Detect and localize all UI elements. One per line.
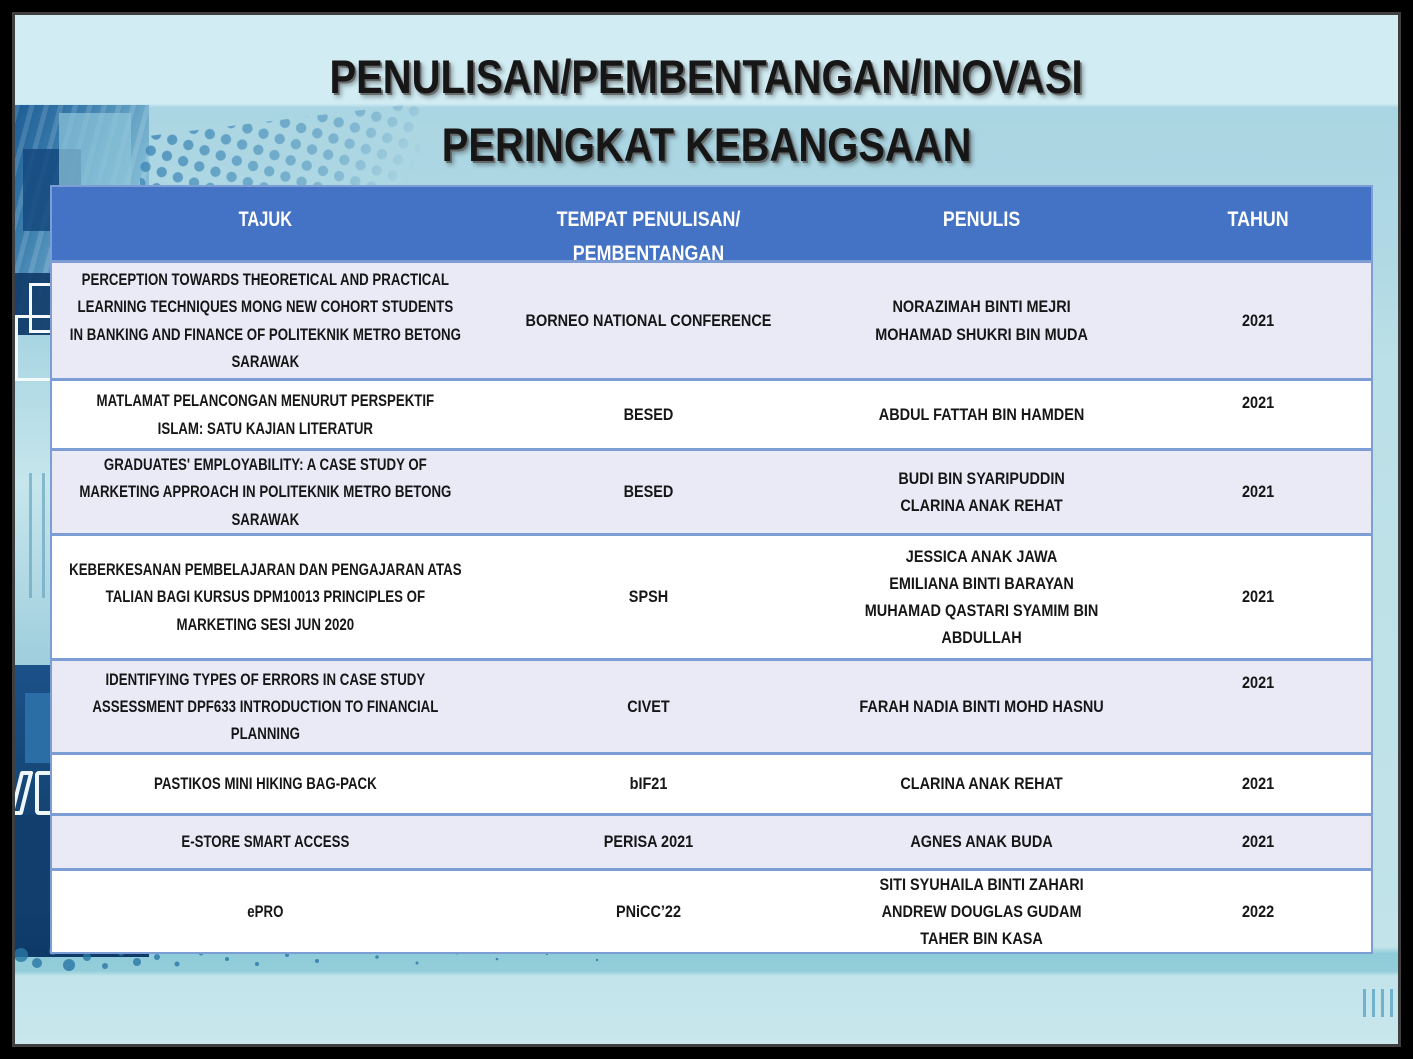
cell-penulis: JESSICA ANAK JAWA EMILIANA BINTI BARAYAN… [864, 546, 1099, 648]
cell-tajuk: IDENTIFYING TYPES OF ERRORS IN CASE STUD… [92, 669, 439, 744]
header-penulis: PENULIS [942, 208, 1020, 231]
cell-tempat: BESED [623, 404, 674, 424]
cell-tahun: 2021 [1241, 482, 1274, 502]
cell-tahun: 2021 [1241, 673, 1274, 692]
cell-tempat: PERISA 2021 [603, 832, 693, 852]
table-row: E-STORE SMART ACCESS PERISA 2021 AGNES A… [52, 813, 1371, 868]
publications-table: TAJUK TEMPAT PENULISAN/ PEMBENTANGAN PEN… [50, 185, 1373, 954]
cell-tahun: 2021 [1241, 310, 1274, 330]
cell-tempat: BESED [623, 482, 674, 502]
slide: PENULISAN/PEMBENTANGAN/INOVASI PERINGKAT… [12, 12, 1401, 1047]
digit-glyph [15, 771, 34, 815]
cell-tempat: bIF21 [629, 774, 668, 794]
header-tempat: TEMPAT PENULISAN/ PEMBENTANGAN [556, 208, 741, 265]
cell-tahun: 2021 [1241, 832, 1274, 852]
cell-tahun: 2021 [1241, 774, 1274, 794]
title-line-2: PERINGKAT KEBANGSAAN [441, 118, 972, 171]
cell-penulis: CLARINA ANAK REHAT [900, 774, 1063, 794]
cell-penulis: BUDI BIN SYARIPUDDIN CLARINA ANAK REHAT [897, 468, 1065, 515]
cell-penulis: ABDUL FATTAH BIN HAMDEN [878, 404, 1084, 424]
cell-tahun: 2021 [1241, 393, 1274, 412]
cell-tempat: BORNEO NATIONAL CONFERENCE [525, 310, 772, 330]
cell-tempat: CIVET [626, 696, 670, 716]
cell-tajuk: KEBERKESANAN PEMBELAJARAN DAN PENGAJARAN… [69, 560, 462, 634]
cell-tajuk: MATLAMAT PELANCONGAN MENURUT PERSPEKTIF … [96, 391, 435, 438]
table-row: ePRO PNiCC’22 SITI SYUHAILA BINTI ZAHARI… [52, 868, 1371, 952]
cell-tajuk: E-STORE SMART ACCESS [181, 832, 350, 852]
table-row: MATLAMAT PELANCONGAN MENURUT PERSPEKTIF … [52, 378, 1371, 448]
title-line-1: PENULISAN/PEMBENTANGAN/INOVASI [329, 50, 1084, 103]
header-tajuk: TAJUK [238, 208, 293, 231]
cell-tempat: SPSH [628, 587, 668, 607]
cell-tajuk: GRADUATES' EMPLOYABILITY: A CASE STUDY O… [79, 455, 452, 529]
table-row: IDENTIFYING TYPES OF ERRORS IN CASE STUD… [52, 658, 1371, 752]
table-row: PERCEPTION TOWARDS THEORETICAL AND PRACT… [52, 260, 1371, 378]
table-header-row: TAJUK TEMPAT PENULISAN/ PEMBENTANGAN PEN… [52, 187, 1371, 265]
cell-tajuk: PASTIKOS MINI HIKING BAG-PACK [153, 774, 377, 794]
cell-penulis: SITI SYUHAILA BINTI ZAHARI ANDREW DOUGLA… [879, 874, 1084, 949]
header-tahun: TAHUN [1227, 208, 1289, 231]
cell-tajuk: PERCEPTION TOWARDS THEORETICAL AND PRACT… [69, 270, 461, 371]
table-row: PASTIKOS MINI HIKING BAG-PACK bIF21 CLAR… [52, 752, 1371, 813]
cell-tajuk: ePRO [247, 901, 284, 921]
table-row: GRADUATES' EMPLOYABILITY: A CASE STUDY O… [52, 448, 1371, 533]
cell-penulis: FARAH NADIA BINTI MOHD HASNU [859, 696, 1104, 716]
table-row: KEBERKESANAN PEMBELAJARAN DAN PENGAJARAN… [52, 533, 1371, 658]
cell-penulis: NORAZIMAH BINTI MEJRI MOHAMAD SHUKRI BIN… [874, 297, 1088, 344]
cell-penulis: AGNES ANAK BUDA [910, 832, 1053, 852]
slide-title: PENULISAN/PEMBENTANGAN/INOVASI PERINGKAT… [15, 43, 1398, 179]
cell-tahun: 2021 [1241, 587, 1274, 607]
cell-tempat: PNiCC’22 [615, 901, 681, 921]
corner-lines-decoration [1363, 989, 1397, 1017]
cell-tahun: 2022 [1241, 901, 1274, 921]
